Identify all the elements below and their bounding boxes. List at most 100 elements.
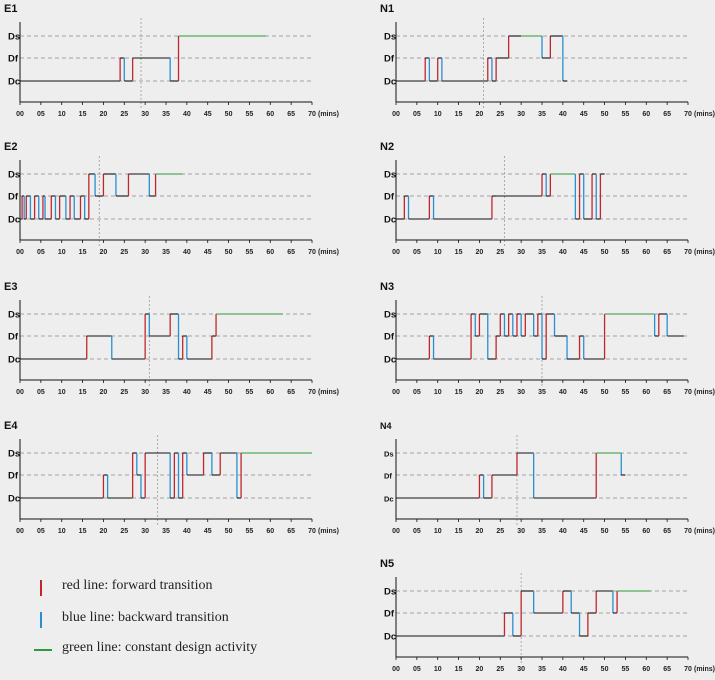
x-tick-label: 45 xyxy=(204,389,212,396)
panel-title: E1 xyxy=(4,3,17,15)
x-tick-label: 30 xyxy=(517,249,525,256)
x-unit-label: (mins) xyxy=(318,528,339,535)
x-tick-label: 70 xyxy=(308,528,316,535)
x-tick-label: 70 xyxy=(308,389,316,396)
x-unit-label: (mins) xyxy=(318,111,339,118)
x-tick-label: 65 xyxy=(663,111,671,118)
x-unit-label: (mins) xyxy=(694,111,715,118)
level-label-ds: Ds xyxy=(8,170,20,181)
level-label-dc: Dc xyxy=(8,355,20,366)
x-tick-label: 15 xyxy=(455,249,463,256)
x-tick-label: 40 xyxy=(559,528,567,535)
panel-e1: E1 Ds Df Dc 00 05 10 15 20 25 30 35 40 45 50 55 60 65 70 (m… xyxy=(4,3,339,118)
x-tick-label: 40 xyxy=(559,249,567,256)
x-tick-label: 00 xyxy=(16,389,24,396)
x-tick-label: 25 xyxy=(496,666,504,673)
x-tick-label: 45 xyxy=(580,528,588,535)
x-tick-label: 65 xyxy=(287,249,295,256)
x-tick-label: 15 xyxy=(79,389,87,396)
x-tick-label: 55 xyxy=(622,389,630,396)
level-label-ds: Ds xyxy=(384,170,396,181)
level-label-dc: Dc xyxy=(384,215,396,226)
x-tick-label: 00 xyxy=(392,666,400,673)
x-tick-label: 25 xyxy=(496,111,504,118)
x-tick-label: 30 xyxy=(141,389,149,396)
level-label-ds: Ds xyxy=(384,450,394,459)
x-tick-label: 35 xyxy=(162,249,170,256)
x-tick-label: 45 xyxy=(204,111,212,118)
x-tick-label: 05 xyxy=(37,249,45,256)
x-tick-label: 30 xyxy=(517,666,525,673)
x-tick-label: 65 xyxy=(287,528,295,535)
x-tick-label: 05 xyxy=(413,528,421,535)
level-label-dc: Dc xyxy=(8,494,20,505)
x-tick-label: 25 xyxy=(496,249,504,256)
x-tick-label: 35 xyxy=(538,389,546,396)
level-label-df: Df xyxy=(8,471,19,482)
x-tick-label: 70 xyxy=(308,249,316,256)
x-tick-label: 00 xyxy=(16,111,24,118)
x-tick-label: 10 xyxy=(58,389,66,396)
x-tick-label: 45 xyxy=(580,389,588,396)
x-tick-label: 50 xyxy=(225,249,233,256)
x-tick-label: 00 xyxy=(392,111,400,118)
x-tick-label: 20 xyxy=(100,528,108,535)
level-label-dc: Dc xyxy=(384,77,396,88)
x-tick-label: 60 xyxy=(642,389,650,396)
x-tick-label: 50 xyxy=(601,528,609,535)
panel-n2: N2 Ds Df Dc 00 05 10 15 20 25 30 35 40 45 50 55 60 65 70 (m… xyxy=(380,141,715,256)
x-tick-label: 10 xyxy=(58,111,66,118)
x-tick-label: 45 xyxy=(580,111,588,118)
x-tick-label: 05 xyxy=(37,389,45,396)
x-tick-label: 05 xyxy=(37,528,45,535)
level-label-ds: Ds xyxy=(384,587,396,598)
x-tick-label: 20 xyxy=(100,249,108,256)
x-tick-label: 10 xyxy=(434,528,442,535)
level-label-ds: Ds xyxy=(384,310,396,321)
panel-title: N3 xyxy=(380,281,394,293)
level-label-df: Df xyxy=(8,192,19,203)
x-tick-label: 40 xyxy=(183,389,191,396)
panel-title: N2 xyxy=(380,141,394,153)
panel-e4: E4 Ds Df Dc 00 05 10 15 20 25 30 35 40 45 50 55 60 65 70 (m… xyxy=(4,420,339,535)
level-label-df: Df xyxy=(384,192,395,203)
x-unit-label: (mins) xyxy=(318,249,339,256)
x-tick-label: 40 xyxy=(559,666,567,673)
x-tick-label: 55 xyxy=(246,111,254,118)
panel-e2: E2 Ds Df Dc 00 05 10 15 20 25 30 35 40 45 50 55 60 65 70 (m… xyxy=(4,141,339,256)
x-tick-label: 55 xyxy=(622,666,630,673)
x-tick-label: 35 xyxy=(538,111,546,118)
x-tick-label: 35 xyxy=(162,111,170,118)
x-tick-label: 60 xyxy=(642,249,650,256)
x-tick-label: 50 xyxy=(225,111,233,118)
level-label-dc: Dc xyxy=(384,355,396,366)
x-tick-label: 60 xyxy=(642,528,650,535)
x-tick-label: 45 xyxy=(580,666,588,673)
x-tick-label: 20 xyxy=(476,528,484,535)
panel-title: N5 xyxy=(380,558,394,570)
x-tick-label: 25 xyxy=(120,249,128,256)
x-unit-label: (mins) xyxy=(694,528,715,535)
panel-title: N4 xyxy=(380,421,392,431)
x-tick-label: 70 xyxy=(684,389,692,396)
x-tick-label: 35 xyxy=(162,389,170,396)
x-tick-label: 50 xyxy=(225,528,233,535)
x-tick-label: 40 xyxy=(183,528,191,535)
x-tick-label: 60 xyxy=(642,666,650,673)
panel-n1: N1 Ds Df Dc 00 05 10 15 20 25 30 35 40 45 50 55 60 65 70 (m… xyxy=(380,3,715,118)
x-tick-label: 40 xyxy=(559,111,567,118)
x-tick-label: 65 xyxy=(287,111,295,118)
x-tick-label: 15 xyxy=(455,111,463,118)
x-tick-label: 65 xyxy=(663,528,671,535)
level-label-df: Df xyxy=(384,609,395,620)
level-label-dc: Dc xyxy=(8,215,20,226)
x-tick-label: 60 xyxy=(266,111,274,118)
x-tick-label: 20 xyxy=(476,666,484,673)
level-label-dc: Dc xyxy=(384,495,394,504)
x-tick-label: 40 xyxy=(559,389,567,396)
x-tick-label: 30 xyxy=(517,389,525,396)
panel-title: E3 xyxy=(4,281,17,293)
legend-label: green line: constant design activity xyxy=(62,640,258,655)
x-tick-label: 50 xyxy=(601,111,609,118)
x-tick-label: 40 xyxy=(183,111,191,118)
